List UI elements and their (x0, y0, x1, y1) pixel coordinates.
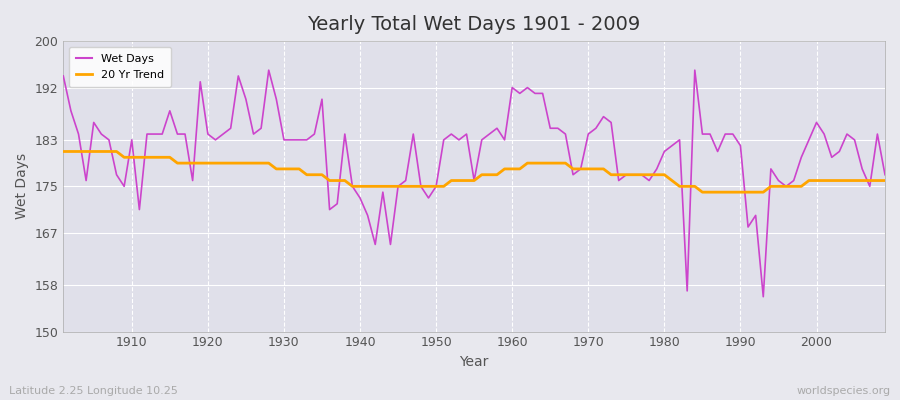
Text: worldspecies.org: worldspecies.org (796, 386, 891, 396)
Title: Yearly Total Wet Days 1901 - 2009: Yearly Total Wet Days 1901 - 2009 (308, 15, 641, 34)
Legend: Wet Days, 20 Yr Trend: Wet Days, 20 Yr Trend (68, 47, 171, 87)
X-axis label: Year: Year (460, 355, 489, 369)
Text: Latitude 2.25 Longitude 10.25: Latitude 2.25 Longitude 10.25 (9, 386, 178, 396)
Y-axis label: Wet Days: Wet Days (15, 153, 29, 220)
